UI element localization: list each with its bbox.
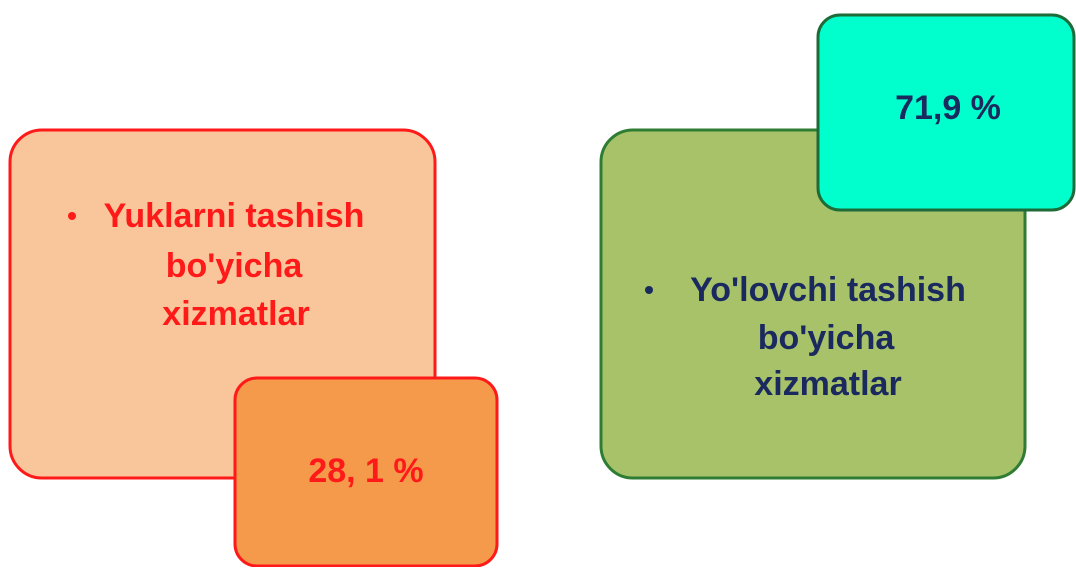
label-line: Yuklarni tashish: [104, 197, 365, 235]
label-line: xizmatlar: [754, 365, 901, 403]
bullet: [68, 212, 76, 220]
value-label: 28, 1 %: [308, 452, 423, 490]
passenger-box: [599, 128, 1027, 480]
label-line: bo'yicha: [166, 247, 304, 285]
label-line: xizmatlar: [162, 295, 309, 333]
bullet: [645, 286, 653, 294]
label-line: bo'yicha: [758, 319, 896, 357]
value-label: 71,9 %: [895, 89, 1001, 127]
passenger-value-box: [816, 13, 1076, 212]
freight-value-box: [233, 376, 499, 568]
label-line: Yo'lovchi tashish: [690, 271, 966, 309]
